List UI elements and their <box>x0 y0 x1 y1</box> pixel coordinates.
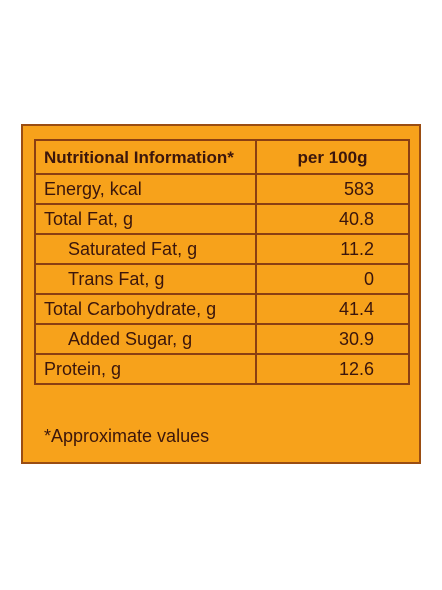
header-per-100g: per 100g <box>255 139 410 175</box>
nutrient-name: Saturated Fat, g <box>34 233 257 265</box>
table-row: Added Sugar, g 30.9 <box>34 323 410 355</box>
table-row: Saturated Fat, g 11.2 <box>34 233 410 265</box>
nutrient-name: Trans Fat, g <box>34 263 257 295</box>
nutrient-value: 0 <box>255 263 410 295</box>
nutrition-table: Nutritional Information* per 100g Energy… <box>34 139 410 385</box>
nutrient-value: 11.2 <box>255 233 410 265</box>
nutrient-value: 40.8 <box>255 203 410 235</box>
nutrient-value: 30.9 <box>255 323 410 355</box>
nutrient-value: 41.4 <box>255 293 410 325</box>
nutrient-value: 583 <box>255 173 410 205</box>
table-row: Energy, kcal 583 <box>34 173 410 205</box>
nutrient-name: Energy, kcal <box>34 173 257 205</box>
table-row: Total Fat, g 40.8 <box>34 203 410 235</box>
nutrient-value: 12.6 <box>255 353 410 385</box>
table-row: Trans Fat, g 0 <box>34 263 410 295</box>
nutrition-label-panel: Nutritional Information* per 100g Energy… <box>21 124 421 464</box>
header-nutrient: Nutritional Information* <box>34 139 257 175</box>
table-row: Total Carbohydrate, g 41.4 <box>34 293 410 325</box>
nutrient-name: Protein, g <box>34 353 257 385</box>
nutrient-name: Added Sugar, g <box>34 323 257 355</box>
nutrient-name: Total Fat, g <box>34 203 257 235</box>
nutrient-name: Total Carbohydrate, g <box>34 293 257 325</box>
footnote: *Approximate values <box>44 426 210 446</box>
table-row: Protein, g 12.6 <box>34 353 410 385</box>
table-header-row: Nutritional Information* per 100g <box>34 139 410 175</box>
